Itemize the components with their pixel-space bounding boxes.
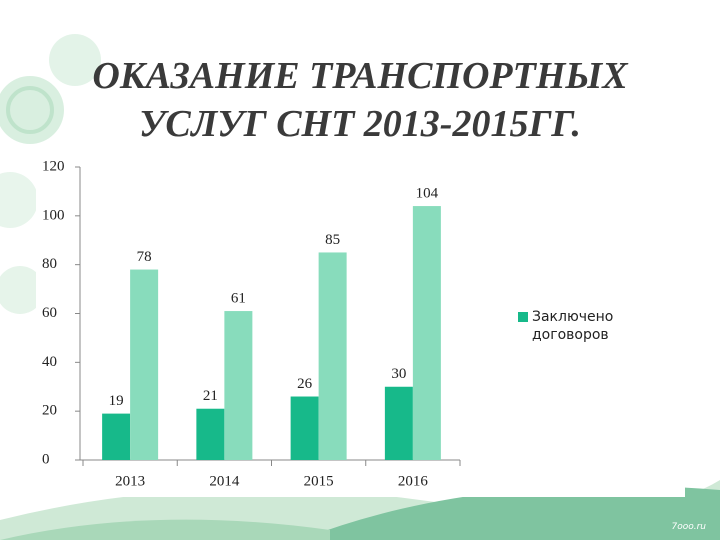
y-tick-label: 120 bbox=[42, 158, 65, 174]
legend: Заключено договоров bbox=[518, 308, 638, 344]
data-label: 85 bbox=[325, 232, 340, 248]
x-tick-label: 2014 bbox=[209, 473, 240, 489]
y-tick-label: 60 bbox=[42, 305, 57, 321]
data-label: 26 bbox=[297, 376, 313, 392]
y-tick-label: 100 bbox=[42, 207, 65, 223]
data-label: 61 bbox=[231, 290, 246, 306]
y-tick-label: 0 bbox=[42, 451, 50, 467]
y-tick-label: 40 bbox=[42, 354, 57, 370]
y-tick-label: 20 bbox=[42, 403, 57, 419]
bar bbox=[384, 386, 413, 460]
x-tick-label: 2013 bbox=[115, 473, 145, 489]
bar bbox=[224, 311, 253, 460]
x-tick-label: 2015 bbox=[304, 473, 334, 489]
data-label: 104 bbox=[416, 186, 439, 202]
bar bbox=[130, 269, 159, 460]
legend-label: Заключено договоров bbox=[532, 309, 614, 343]
watermark: 7ooo.ru bbox=[671, 522, 706, 532]
legend-swatch bbox=[518, 312, 528, 322]
data-label: 21 bbox=[203, 388, 218, 404]
data-label: 78 bbox=[137, 249, 152, 265]
data-label: 30 bbox=[391, 366, 406, 382]
bar bbox=[290, 396, 319, 460]
y-tick-label: 80 bbox=[42, 256, 57, 272]
bar bbox=[412, 206, 441, 460]
bar bbox=[196, 408, 225, 460]
data-label: 19 bbox=[109, 393, 124, 409]
bar bbox=[102, 413, 131, 460]
x-tick-label: 2016 bbox=[398, 473, 429, 489]
title: ОКАЗАНИЕ ТРАНСПОРТНЫХ УСЛУГ СНТ 2013-201… bbox=[92, 55, 628, 145]
bar bbox=[318, 252, 347, 460]
